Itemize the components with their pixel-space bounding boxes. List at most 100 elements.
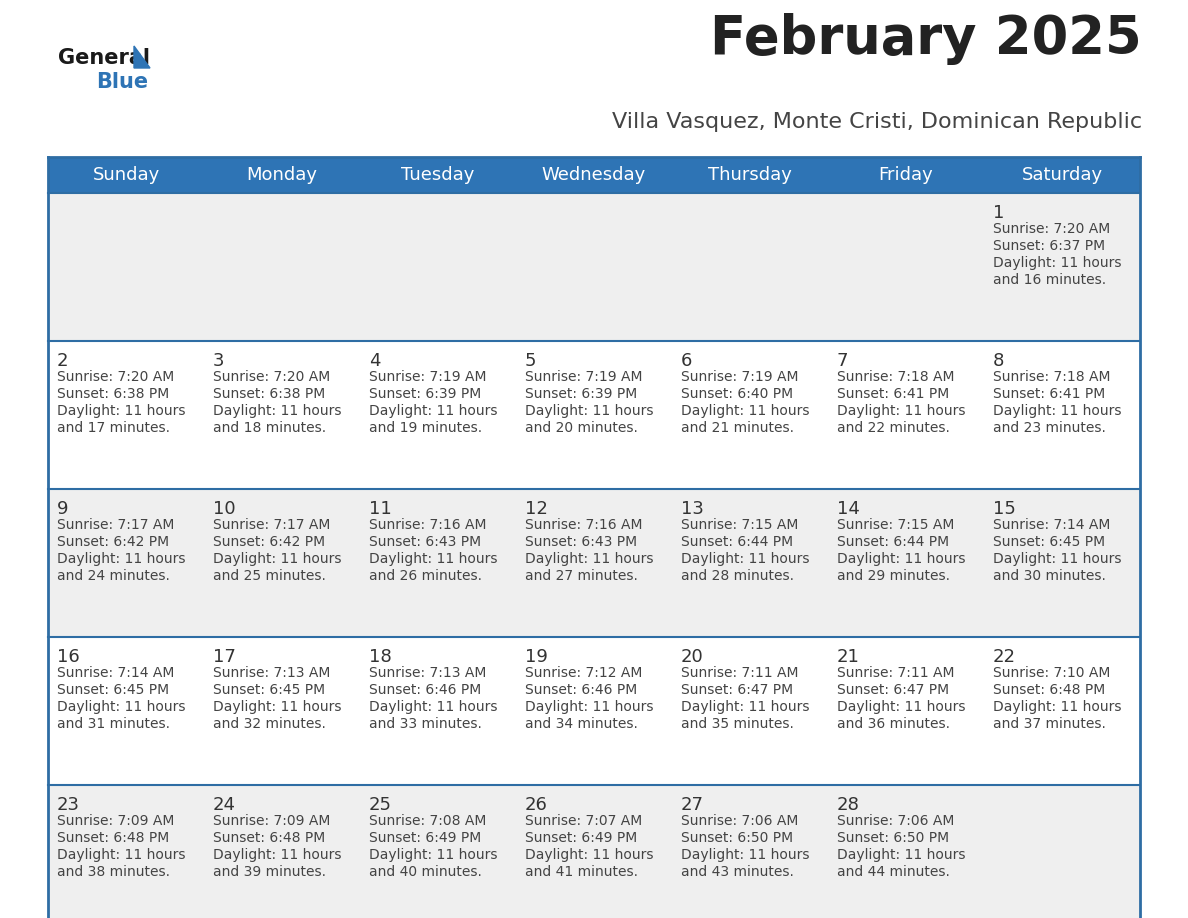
Text: Sunset: 6:43 PM: Sunset: 6:43 PM xyxy=(525,535,637,549)
Text: Sunday: Sunday xyxy=(93,166,159,184)
Text: Daylight: 11 hours: Daylight: 11 hours xyxy=(681,700,809,714)
Text: 3: 3 xyxy=(213,352,225,370)
Text: Sunset: 6:46 PM: Sunset: 6:46 PM xyxy=(525,683,637,697)
Text: and 30 minutes.: and 30 minutes. xyxy=(993,569,1106,583)
Text: Sunset: 6:50 PM: Sunset: 6:50 PM xyxy=(681,831,794,845)
Text: 5: 5 xyxy=(525,352,537,370)
Text: 24: 24 xyxy=(213,796,236,814)
Text: 7: 7 xyxy=(838,352,848,370)
Bar xyxy=(48,637,1140,785)
Text: Daylight: 11 hours: Daylight: 11 hours xyxy=(993,700,1121,714)
Text: Sunrise: 7:20 AM: Sunrise: 7:20 AM xyxy=(57,370,175,384)
Text: Sunrise: 7:19 AM: Sunrise: 7:19 AM xyxy=(525,370,643,384)
Text: Daylight: 11 hours: Daylight: 11 hours xyxy=(525,700,653,714)
Text: Monday: Monday xyxy=(246,166,317,184)
Text: Sunset: 6:48 PM: Sunset: 6:48 PM xyxy=(993,683,1105,697)
Text: Daylight: 11 hours: Daylight: 11 hours xyxy=(681,552,809,566)
Text: Daylight: 11 hours: Daylight: 11 hours xyxy=(993,552,1121,566)
Text: Sunrise: 7:18 AM: Sunrise: 7:18 AM xyxy=(993,370,1111,384)
Text: Daylight: 11 hours: Daylight: 11 hours xyxy=(838,552,966,566)
Text: and 22 minutes.: and 22 minutes. xyxy=(838,421,950,435)
Text: Sunset: 6:40 PM: Sunset: 6:40 PM xyxy=(681,387,794,401)
Text: and 21 minutes.: and 21 minutes. xyxy=(681,421,794,435)
Text: Sunrise: 7:16 AM: Sunrise: 7:16 AM xyxy=(369,518,487,532)
Text: Daylight: 11 hours: Daylight: 11 hours xyxy=(213,552,341,566)
Text: and 26 minutes.: and 26 minutes. xyxy=(369,569,482,583)
Text: Daylight: 11 hours: Daylight: 11 hours xyxy=(369,700,498,714)
Text: 14: 14 xyxy=(838,500,860,518)
Text: Tuesday: Tuesday xyxy=(402,166,475,184)
Text: Sunrise: 7:08 AM: Sunrise: 7:08 AM xyxy=(369,814,486,828)
Text: Daylight: 11 hours: Daylight: 11 hours xyxy=(838,700,966,714)
Bar xyxy=(48,341,1140,489)
Polygon shape xyxy=(134,46,150,68)
Text: and 23 minutes.: and 23 minutes. xyxy=(993,421,1106,435)
Text: 17: 17 xyxy=(213,648,236,666)
Text: Sunrise: 7:11 AM: Sunrise: 7:11 AM xyxy=(681,666,798,680)
Text: and 44 minutes.: and 44 minutes. xyxy=(838,865,950,879)
Text: Sunset: 6:45 PM: Sunset: 6:45 PM xyxy=(57,683,169,697)
Text: and 19 minutes.: and 19 minutes. xyxy=(369,421,482,435)
Text: Sunset: 6:45 PM: Sunset: 6:45 PM xyxy=(993,535,1105,549)
Text: Sunrise: 7:18 AM: Sunrise: 7:18 AM xyxy=(838,370,954,384)
Text: Sunset: 6:49 PM: Sunset: 6:49 PM xyxy=(525,831,637,845)
Text: Daylight: 11 hours: Daylight: 11 hours xyxy=(993,404,1121,418)
Text: and 32 minutes.: and 32 minutes. xyxy=(213,717,326,731)
Text: 12: 12 xyxy=(525,500,548,518)
Text: and 18 minutes.: and 18 minutes. xyxy=(213,421,327,435)
Text: Sunset: 6:39 PM: Sunset: 6:39 PM xyxy=(525,387,637,401)
Text: and 31 minutes.: and 31 minutes. xyxy=(57,717,170,731)
Text: 21: 21 xyxy=(838,648,860,666)
Text: and 36 minutes.: and 36 minutes. xyxy=(838,717,950,731)
Text: Sunrise: 7:17 AM: Sunrise: 7:17 AM xyxy=(213,518,330,532)
Text: Wednesday: Wednesday xyxy=(542,166,646,184)
Text: and 33 minutes.: and 33 minutes. xyxy=(369,717,482,731)
Text: and 20 minutes.: and 20 minutes. xyxy=(525,421,638,435)
Text: 28: 28 xyxy=(838,796,860,814)
Text: Sunrise: 7:09 AM: Sunrise: 7:09 AM xyxy=(213,814,330,828)
Bar xyxy=(48,785,1140,918)
Text: Daylight: 11 hours: Daylight: 11 hours xyxy=(57,848,185,862)
Text: Blue: Blue xyxy=(96,72,148,92)
Bar xyxy=(48,489,1140,637)
Text: Daylight: 11 hours: Daylight: 11 hours xyxy=(57,404,185,418)
Text: Daylight: 11 hours: Daylight: 11 hours xyxy=(369,552,498,566)
Text: and 41 minutes.: and 41 minutes. xyxy=(525,865,638,879)
Text: and 40 minutes.: and 40 minutes. xyxy=(369,865,482,879)
Text: and 24 minutes.: and 24 minutes. xyxy=(57,569,170,583)
Text: 16: 16 xyxy=(57,648,80,666)
Text: Sunset: 6:43 PM: Sunset: 6:43 PM xyxy=(369,535,481,549)
Text: Sunrise: 7:16 AM: Sunrise: 7:16 AM xyxy=(525,518,643,532)
Text: and 17 minutes.: and 17 minutes. xyxy=(57,421,170,435)
Text: Sunset: 6:47 PM: Sunset: 6:47 PM xyxy=(681,683,794,697)
Text: Daylight: 11 hours: Daylight: 11 hours xyxy=(838,404,966,418)
Text: Sunset: 6:47 PM: Sunset: 6:47 PM xyxy=(838,683,949,697)
Text: Daylight: 11 hours: Daylight: 11 hours xyxy=(57,552,185,566)
Text: Sunrise: 7:12 AM: Sunrise: 7:12 AM xyxy=(525,666,643,680)
Text: Sunrise: 7:11 AM: Sunrise: 7:11 AM xyxy=(838,666,954,680)
Text: Sunrise: 7:13 AM: Sunrise: 7:13 AM xyxy=(213,666,330,680)
Text: and 38 minutes.: and 38 minutes. xyxy=(57,865,170,879)
Text: and 29 minutes.: and 29 minutes. xyxy=(838,569,950,583)
Text: 18: 18 xyxy=(369,648,392,666)
Text: Sunrise: 7:15 AM: Sunrise: 7:15 AM xyxy=(838,518,954,532)
Text: Sunrise: 7:09 AM: Sunrise: 7:09 AM xyxy=(57,814,175,828)
Text: Sunrise: 7:06 AM: Sunrise: 7:06 AM xyxy=(838,814,954,828)
Text: Sunrise: 7:20 AM: Sunrise: 7:20 AM xyxy=(213,370,330,384)
Text: Sunrise: 7:06 AM: Sunrise: 7:06 AM xyxy=(681,814,798,828)
Text: Daylight: 11 hours: Daylight: 11 hours xyxy=(369,404,498,418)
Text: 8: 8 xyxy=(993,352,1004,370)
Text: and 35 minutes.: and 35 minutes. xyxy=(681,717,794,731)
Text: Sunset: 6:38 PM: Sunset: 6:38 PM xyxy=(57,387,169,401)
Text: Daylight: 11 hours: Daylight: 11 hours xyxy=(681,404,809,418)
Text: Daylight: 11 hours: Daylight: 11 hours xyxy=(838,848,966,862)
Text: Sunrise: 7:15 AM: Sunrise: 7:15 AM xyxy=(681,518,798,532)
Text: and 43 minutes.: and 43 minutes. xyxy=(681,865,794,879)
Text: Villa Vasquez, Monte Cristi, Dominican Republic: Villa Vasquez, Monte Cristi, Dominican R… xyxy=(612,112,1142,132)
Text: Sunrise: 7:10 AM: Sunrise: 7:10 AM xyxy=(993,666,1111,680)
Text: and 28 minutes.: and 28 minutes. xyxy=(681,569,794,583)
Text: 15: 15 xyxy=(993,500,1016,518)
Text: General: General xyxy=(58,48,150,68)
Text: Sunrise: 7:13 AM: Sunrise: 7:13 AM xyxy=(369,666,486,680)
Text: Daylight: 11 hours: Daylight: 11 hours xyxy=(213,848,341,862)
